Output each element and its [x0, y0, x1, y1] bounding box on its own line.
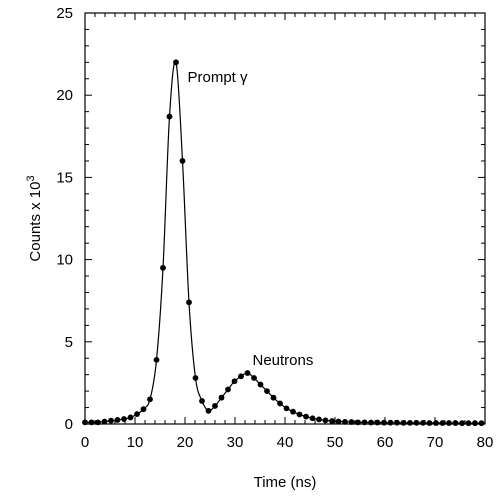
data-point	[472, 420, 478, 427]
x-tick-label: 80	[477, 434, 494, 451]
y-tick-label: 10	[56, 252, 73, 269]
data-point	[264, 388, 270, 395]
x-tick-label: 60	[377, 434, 394, 451]
data-point	[335, 418, 342, 425]
data-point	[478, 420, 485, 427]
data-point	[212, 403, 218, 409]
data-point	[101, 418, 108, 425]
series-layer	[82, 59, 485, 427]
x-tick-label: 0	[81, 434, 89, 451]
data-point	[160, 264, 166, 271]
data-point	[199, 398, 205, 404]
series-line	[85, 60, 482, 424]
y-tick-label: 15	[56, 169, 73, 186]
plot-frame	[84, 12, 486, 425]
x-tick-label: 50	[327, 434, 344, 451]
data-point	[127, 414, 134, 421]
data-point	[459, 420, 465, 427]
data-point	[179, 158, 186, 164]
data-point	[329, 418, 335, 424]
data-point	[296, 411, 303, 418]
x-tick-label: 20	[177, 434, 194, 451]
data-point	[420, 419, 426, 426]
data-point	[439, 420, 446, 426]
labels-layer: 0 10 20 30 40 50 60 70 80 0 5 10 15 20 25 Time (ns) Coun…	[25, 5, 493, 491]
data-point	[400, 419, 407, 426]
data-point	[225, 386, 231, 393]
data-point	[381, 419, 387, 426]
data-point	[283, 405, 290, 412]
data-point	[244, 370, 251, 376]
data-point	[108, 417, 114, 424]
data-point	[407, 419, 413, 426]
data-point	[147, 396, 153, 403]
y-tick-label: 20	[56, 87, 73, 104]
data-point	[465, 420, 472, 427]
data-point	[316, 416, 322, 423]
x-tick-label: 10	[127, 434, 144, 451]
data-point	[322, 417, 329, 424]
data-point	[134, 411, 140, 418]
annotation-label: Prompt γ	[188, 69, 249, 86]
data-point	[251, 375, 257, 381]
data-point	[446, 420, 452, 426]
y-axis-label: Counts x 103	[25, 175, 44, 261]
data-point	[173, 59, 179, 66]
data-point	[186, 299, 192, 306]
data-point	[114, 416, 121, 423]
data-point	[192, 375, 199, 381]
data-point	[270, 394, 277, 401]
x-tick-label: 70	[427, 434, 444, 451]
data-point	[140, 406, 147, 413]
data-point	[257, 381, 264, 388]
data-point	[205, 407, 212, 414]
data-point	[413, 419, 420, 426]
data-point	[303, 413, 309, 420]
data-point	[433, 420, 439, 426]
data-point	[342, 418, 348, 425]
annotation-label: Neutrons	[253, 352, 314, 369]
data-point	[452, 420, 459, 426]
data-point	[121, 416, 127, 422]
data-point	[153, 356, 160, 363]
data-point	[394, 419, 400, 426]
x-tick-label: 30	[227, 434, 244, 451]
data-point	[231, 378, 238, 385]
x-tick-label: 40	[277, 434, 294, 451]
y-tick-label: 0	[65, 416, 73, 433]
data-point	[218, 394, 225, 401]
data-point	[290, 408, 296, 415]
data-point	[277, 400, 283, 407]
y-tick-label: 25	[56, 5, 73, 22]
x-axis-label: Time (ns)	[254, 474, 317, 491]
data-point	[426, 420, 433, 426]
data-point	[309, 415, 316, 422]
data-point	[238, 373, 244, 380]
y-tick-label: 5	[65, 334, 73, 351]
data-point	[166, 113, 173, 120]
data-point	[387, 419, 394, 426]
